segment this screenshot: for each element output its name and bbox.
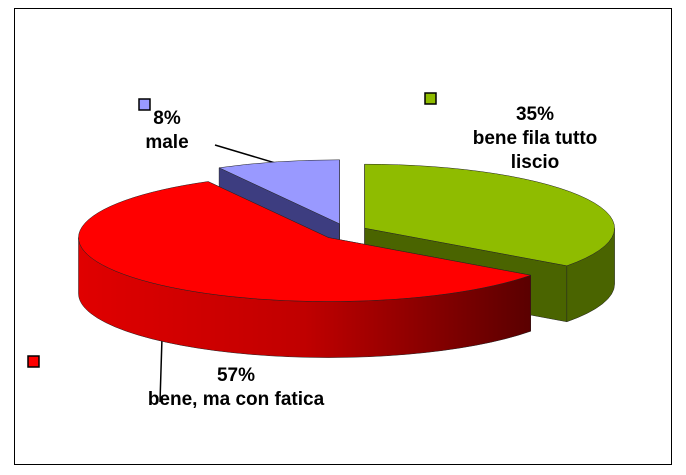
legend-key: [138, 98, 151, 111]
data-label: 57% bene, ma con fatica: [106, 364, 366, 412]
legend-key: [424, 92, 437, 105]
percent-label: 8%: [153, 108, 181, 129]
data-label: 8% male: [112, 107, 222, 155]
category-label: male: [145, 132, 189, 153]
percent-label: 57%: [216, 365, 256, 386]
legend-key: [27, 355, 40, 368]
category-label: bene fila tutto liscio: [472, 128, 598, 173]
leader-line: [159, 337, 163, 403]
percent-label: 35%: [515, 104, 555, 125]
slice: [78, 181, 532, 302]
data-label: 35% bene fila tutto liscio: [450, 103, 620, 175]
slice: [364, 163, 615, 267]
pie: [78, 159, 615, 358]
slice: [218, 159, 340, 225]
category-label: bene, ma con fatica: [147, 389, 325, 410]
